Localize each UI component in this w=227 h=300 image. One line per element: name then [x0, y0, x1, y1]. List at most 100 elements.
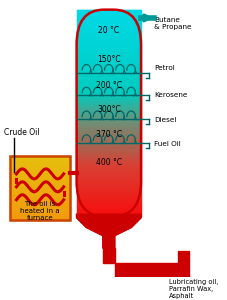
Bar: [76, 177, 141, 178]
Bar: [10, 173, 70, 174]
Bar: [76, 57, 141, 58]
Bar: [10, 171, 70, 172]
Bar: [76, 145, 141, 146]
Bar: [76, 79, 141, 80]
Bar: [76, 174, 141, 175]
Bar: [76, 181, 141, 182]
Bar: [76, 133, 141, 134]
Bar: [10, 163, 70, 164]
Bar: [102, 248, 114, 263]
Bar: [10, 179, 70, 181]
Bar: [76, 120, 141, 121]
Bar: [10, 204, 70, 206]
Bar: [76, 189, 141, 190]
Bar: [76, 180, 141, 181]
Bar: [76, 152, 141, 153]
Bar: [76, 155, 141, 156]
Bar: [76, 52, 141, 53]
Bar: [76, 179, 141, 180]
Bar: [10, 219, 70, 220]
Bar: [76, 83, 141, 84]
Bar: [76, 135, 141, 136]
Bar: [76, 192, 141, 193]
Text: 200 °C: 200 °C: [95, 81, 121, 90]
Bar: [76, 172, 141, 173]
Bar: [10, 197, 70, 198]
Bar: [76, 65, 141, 66]
Bar: [76, 182, 141, 183]
Bar: [76, 88, 141, 89]
Text: Fuel Oil: Fuel Oil: [153, 141, 180, 147]
Bar: [10, 161, 70, 162]
Bar: [76, 207, 141, 208]
Bar: [10, 172, 70, 173]
Bar: [76, 23, 141, 24]
Bar: [76, 132, 141, 133]
Bar: [10, 176, 70, 177]
Bar: [10, 187, 70, 188]
Bar: [76, 209, 141, 210]
Bar: [76, 103, 141, 104]
Bar: [76, 214, 141, 215]
Bar: [76, 73, 141, 74]
Bar: [76, 107, 141, 108]
Bar: [76, 148, 141, 149]
Bar: [76, 125, 141, 126]
Bar: [76, 119, 141, 120]
Bar: [76, 20, 141, 21]
Bar: [76, 158, 141, 159]
Bar: [76, 41, 141, 42]
Bar: [76, 100, 141, 101]
Bar: [76, 26, 141, 27]
Bar: [76, 114, 141, 115]
Bar: [76, 118, 141, 119]
Bar: [76, 14, 141, 15]
Polygon shape: [76, 214, 141, 248]
Bar: [10, 202, 70, 203]
Bar: [10, 184, 70, 185]
Bar: [76, 131, 141, 132]
Bar: [76, 13, 141, 14]
Bar: [76, 143, 141, 144]
Bar: [76, 167, 141, 168]
Bar: [76, 40, 141, 41]
Bar: [76, 78, 141, 79]
Bar: [76, 212, 141, 213]
Bar: [76, 122, 141, 123]
Bar: [76, 104, 141, 105]
Bar: [10, 213, 70, 214]
Bar: [10, 208, 70, 210]
Bar: [76, 201, 141, 202]
Bar: [76, 42, 141, 43]
Bar: [76, 204, 141, 205]
Bar: [76, 72, 141, 73]
Bar: [10, 186, 70, 187]
Bar: [76, 154, 141, 155]
Bar: [76, 137, 141, 138]
Bar: [76, 30, 141, 31]
Bar: [76, 147, 141, 148]
Bar: [76, 31, 141, 32]
Bar: [76, 153, 141, 154]
Bar: [76, 195, 141, 196]
Bar: [76, 61, 141, 62]
Bar: [10, 214, 70, 215]
Text: 300°C: 300°C: [96, 105, 120, 114]
Bar: [76, 202, 141, 203]
Bar: [10, 200, 70, 201]
Bar: [76, 176, 141, 177]
Bar: [76, 151, 141, 152]
Bar: [10, 192, 70, 194]
Bar: [76, 191, 141, 192]
Bar: [76, 141, 141, 142]
Bar: [76, 94, 141, 95]
Bar: [10, 206, 70, 208]
Bar: [76, 173, 141, 174]
Bar: [10, 167, 70, 168]
Bar: [76, 64, 141, 65]
Bar: [76, 67, 141, 68]
Bar: [76, 164, 141, 165]
Bar: [76, 47, 141, 48]
Bar: [76, 166, 141, 167]
Bar: [76, 35, 141, 36]
